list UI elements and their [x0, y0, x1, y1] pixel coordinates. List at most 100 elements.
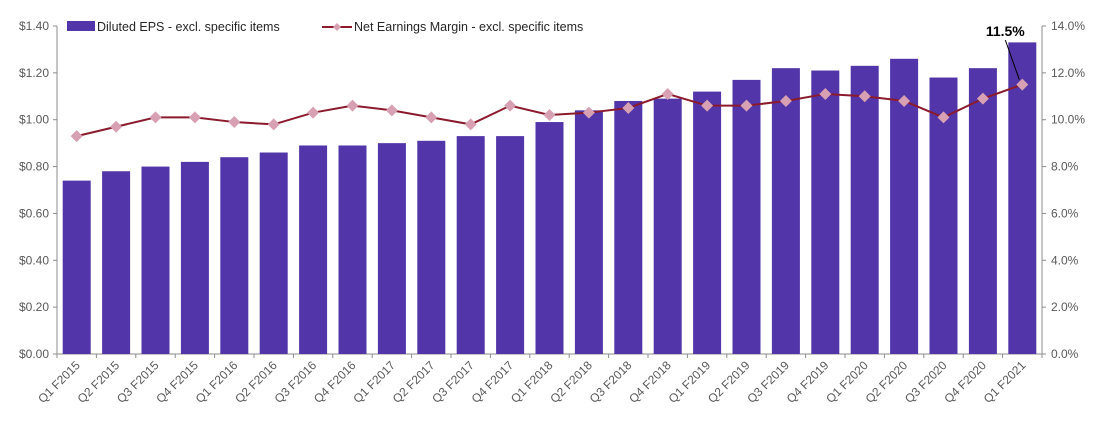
legend-item-eps: Diluted EPS - excl. specific items — [67, 20, 280, 34]
annotation: 11.5% — [986, 23, 1025, 80]
x-tick-label: Q3 F2020 — [902, 358, 950, 406]
margin-marker — [267, 118, 280, 131]
right-tick-label: 12.0% — [1051, 66, 1085, 80]
eps-bar — [811, 70, 840, 354]
left-tick-label: $0.60 — [19, 206, 49, 220]
margin-marker — [937, 111, 950, 124]
eps-bar — [732, 79, 761, 354]
legend-label: Net Earnings Margin - excl. specific ite… — [354, 20, 583, 34]
eps-bar — [338, 145, 367, 354]
left-tick-label: $0.00 — [19, 347, 49, 361]
right-tick-label: 10.0% — [1051, 113, 1085, 127]
eps-bar — [850, 65, 879, 354]
eps-bar — [1008, 42, 1037, 355]
eps-bar — [535, 122, 564, 354]
x-tick-label: Q4 F2018 — [626, 358, 674, 406]
eps-bar — [102, 171, 131, 354]
eps-bar — [141, 166, 170, 354]
eps-bar — [929, 77, 958, 355]
x-tick-label: Q1 F2020 — [823, 358, 871, 406]
annotation-label: 11.5% — [986, 23, 1025, 39]
eps-bar — [574, 110, 603, 354]
right-tick-label: 8.0% — [1051, 160, 1079, 174]
eps-bar — [299, 145, 328, 354]
eps-bar — [653, 98, 682, 354]
x-tick-label: Q4 F2019 — [784, 358, 832, 406]
margin-marker — [425, 111, 438, 124]
x-tick-label: Q4 F2020 — [941, 358, 989, 406]
x-tick-label: Q4 F2017 — [469, 358, 517, 406]
margin-marker — [464, 118, 477, 131]
eps-bar — [180, 161, 209, 354]
margin-marker — [149, 111, 162, 124]
right-tick-label: 6.0% — [1051, 206, 1079, 220]
x-tick-label: Q3 F2018 — [587, 358, 635, 406]
x-tick-label: Q3 F2019 — [744, 358, 792, 406]
legend: Diluted EPS - excl. specific items Net Ea… — [67, 20, 583, 34]
eps-bar — [62, 180, 91, 354]
eps-bar — [890, 58, 919, 355]
margin-marker — [582, 106, 595, 119]
eps-bar — [377, 143, 406, 354]
bar-series — [62, 42, 1037, 355]
margin-marker — [1016, 78, 1029, 91]
margin-marker — [346, 99, 359, 112]
left-tick-label: $0.20 — [19, 300, 49, 314]
left-tick-label: $1.20 — [19, 66, 49, 80]
margin-marker — [385, 104, 398, 117]
x-tick-label: Q2 F2015 — [75, 358, 123, 406]
line-series — [70, 78, 1029, 143]
margin-marker — [701, 99, 714, 112]
legend-label: Diluted EPS - excl. specific items — [97, 20, 280, 34]
x-tick-label: Q2 F2019 — [705, 358, 753, 406]
x-tick-label: Q3 F2016 — [272, 358, 320, 406]
right-tick-label: 0.0% — [1051, 347, 1079, 361]
left-tick-label: $0.80 — [19, 160, 49, 174]
eps-bar — [259, 152, 288, 354]
left-tick-label: $1.40 — [19, 19, 49, 33]
eps-bar — [968, 68, 997, 355]
eps-bar — [496, 136, 525, 354]
x-tick-label: Q2 F2018 — [547, 358, 595, 406]
left-tick-label: $0.40 — [19, 253, 49, 267]
margin-marker — [110, 120, 123, 133]
left-tick-label: $1.00 — [19, 113, 49, 127]
margin-marker — [543, 109, 556, 122]
right-tick-label: 4.0% — [1051, 253, 1079, 267]
x-tick-label: Q2 F2016 — [232, 358, 280, 406]
margin-marker — [307, 106, 320, 119]
eps-bar — [417, 140, 446, 354]
legend-swatch-marker — [333, 23, 341, 31]
annotation-leader — [1004, 39, 1020, 80]
margin-marker — [622, 102, 635, 114]
margin-marker — [740, 99, 753, 112]
margin-marker — [228, 116, 241, 129]
legend-swatch-bar — [67, 21, 95, 31]
x-tick-label: Q3 F2017 — [429, 358, 477, 406]
right-tick-label: 14.0% — [1051, 19, 1085, 33]
x-tick-label: Q1 F2019 — [666, 358, 714, 406]
margin-marker — [898, 94, 911, 107]
margin-marker — [858, 90, 871, 103]
margin-marker — [188, 111, 201, 124]
eps-bar — [614, 100, 643, 354]
x-tick-label: Q2 F2017 — [390, 358, 438, 406]
x-tick-label: Q1 F2017 — [350, 358, 398, 406]
x-tick-label: Q3 F2015 — [114, 358, 162, 406]
margin-marker — [70, 130, 83, 143]
right-tick-label: 2.0% — [1051, 300, 1079, 314]
margin-marker — [661, 87, 674, 100]
x-tick-label: Q1 F2015 — [35, 358, 83, 406]
x-tick-label: Q4 F2016 — [311, 358, 359, 406]
eps-bar — [220, 157, 249, 354]
x-tick-label: Q4 F2015 — [153, 358, 201, 406]
eps-bar — [771, 68, 800, 355]
margin-marker — [504, 99, 517, 112]
margin-marker — [976, 92, 989, 105]
x-tick-label: Q2 F2020 — [863, 358, 911, 406]
x-tick-label: Q1 F2018 — [508, 358, 556, 406]
margin-marker — [819, 87, 832, 100]
legend-item-margin: Net Earnings Margin - excl. specific ite… — [322, 20, 583, 34]
eps-bar — [456, 136, 485, 354]
